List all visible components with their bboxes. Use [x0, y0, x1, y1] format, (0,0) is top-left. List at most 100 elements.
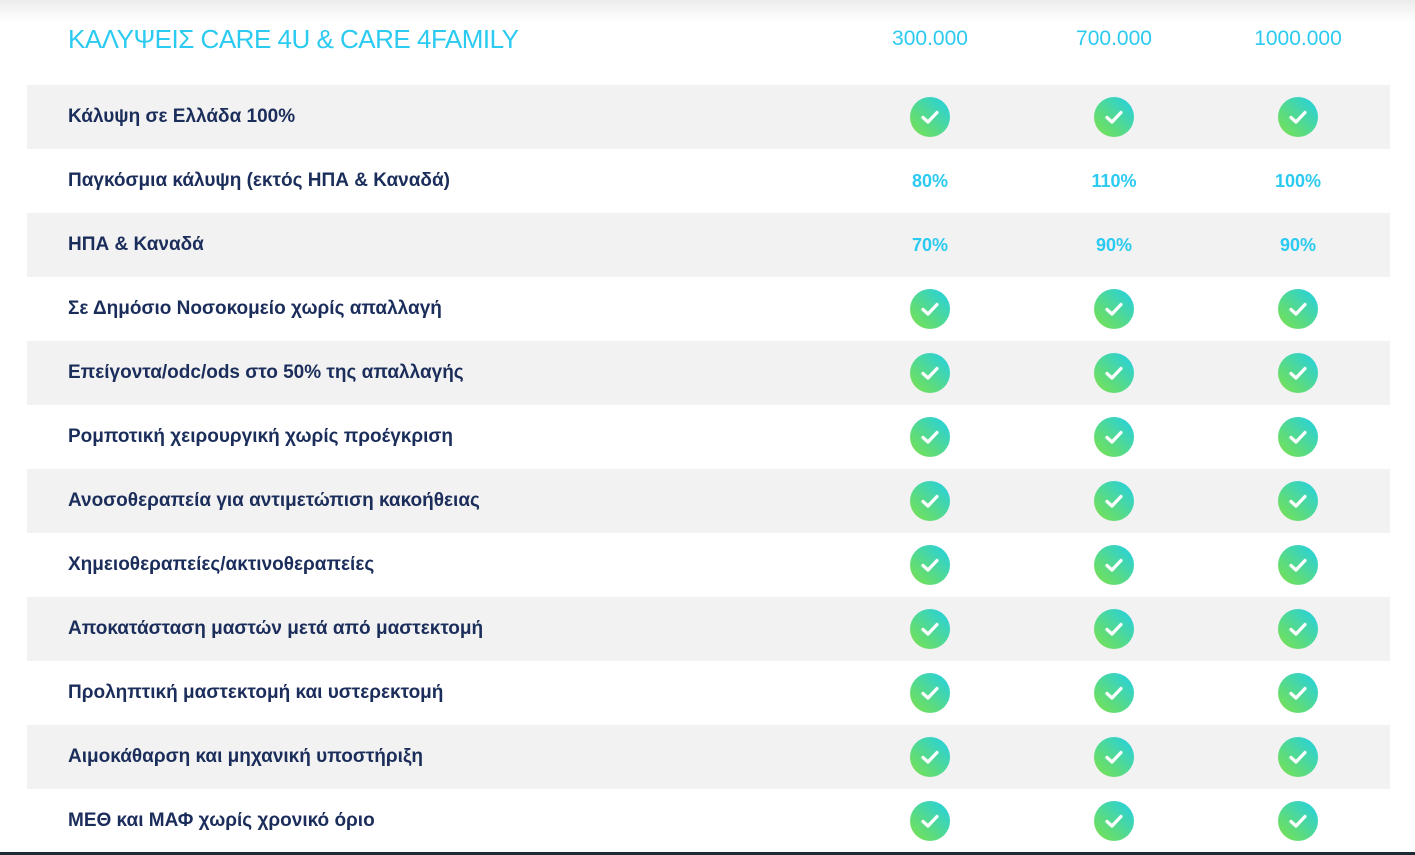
- table-row: Αποκατάσταση μαστών μετά από μαστεκτομή: [27, 597, 1390, 661]
- check-icon: [1278, 417, 1318, 457]
- table-cell: [1034, 85, 1194, 149]
- check-icon: [1094, 673, 1134, 713]
- check-icon: [910, 737, 950, 777]
- percentage-value: 80%: [911, 170, 949, 191]
- table-cell: [1218, 277, 1378, 341]
- percentage-value: 100%: [1274, 170, 1322, 191]
- table-cell: [850, 469, 1010, 533]
- table-cell: [850, 85, 1010, 149]
- table-row: Επείγοντα/odc/ods στο 50% της απαλλαγής: [27, 341, 1390, 405]
- table-row: Προληπτική μαστεκτομή και υστερεκτομή: [27, 661, 1390, 725]
- table-row: Παγκόσμια κάλυψη (εκτός ΗΠΑ & Καναδά) 80%…: [27, 149, 1390, 213]
- check-icon: [1278, 97, 1318, 137]
- table-cell: [1218, 789, 1378, 853]
- table-cell: [850, 405, 1010, 469]
- table-cell: [850, 661, 1010, 725]
- check-icon: [910, 97, 950, 137]
- check-icon: [1094, 417, 1134, 457]
- table-row: Κάλυψη σε Ελλάδα 100%: [27, 85, 1390, 149]
- column-header-700000: 700.000: [1076, 27, 1152, 50]
- row-label: Ανοσοθεραπεία για αντιμετώπιση κακοήθεια…: [68, 490, 480, 511]
- column-header-300000: 300.000: [892, 27, 968, 50]
- table-cell: [850, 533, 1010, 597]
- check-icon: [1094, 609, 1134, 649]
- table-row: ΜΕΘ και ΜΑΦ χωρίς χρονικό όριο: [27, 789, 1390, 853]
- check-icon: [910, 481, 950, 521]
- percentage-value: 90%: [1095, 234, 1133, 255]
- check-icon: [1094, 801, 1134, 841]
- check-icon: [1278, 481, 1318, 521]
- table-cell: [1034, 725, 1194, 789]
- check-icon: [910, 545, 950, 585]
- table-cell: [1034, 789, 1194, 853]
- check-icon: [1094, 737, 1134, 777]
- row-label: Ρομποτική χειρουργική χωρίς προέγκριση: [68, 426, 454, 447]
- table-cell: [1034, 533, 1194, 597]
- table-row: Αιμοκάθαρση και μηχανική υποστήριξη: [27, 725, 1390, 789]
- table-row: Ρομποτική χειρουργική χωρίς προέγκριση: [27, 405, 1390, 469]
- check-icon: [910, 801, 950, 841]
- check-icon: [1278, 801, 1318, 841]
- check-icon: [1278, 737, 1318, 777]
- table-cell: 100%: [1218, 149, 1378, 213]
- row-label: Χημειοθεραπείες/ακτινοθεραπείες: [68, 554, 375, 575]
- check-icon: [1094, 545, 1134, 585]
- table-cell: [1034, 661, 1194, 725]
- table-cell: [1034, 341, 1194, 405]
- check-icon: [1278, 289, 1318, 329]
- table-cell: 90%: [1034, 213, 1194, 277]
- row-label: Κάλυψη σε Ελλάδα 100%: [68, 106, 296, 127]
- table-cell: [1034, 277, 1194, 341]
- table-row: ΗΠΑ & Καναδά 70% 90% 90%: [27, 213, 1390, 277]
- table-cell: [1218, 725, 1378, 789]
- table-cell: [850, 597, 1010, 661]
- top-shadow: [0, 0, 1415, 22]
- table-cell: [1218, 533, 1378, 597]
- table-cell: 90%: [1218, 213, 1378, 277]
- table-cell: [850, 725, 1010, 789]
- table-row: Χημειοθεραπείες/ακτινοθεραπείες: [27, 533, 1390, 597]
- table-cell: [1218, 469, 1378, 533]
- bottom-bar: [0, 852, 1415, 855]
- table-cell: [850, 789, 1010, 853]
- check-icon: [1094, 97, 1134, 137]
- row-label: ΗΠΑ & Καναδά: [68, 234, 204, 255]
- table-row: Σε Δημόσιο Νοσοκομείο χωρίς απαλλαγή: [27, 277, 1390, 341]
- table-cell: [1218, 597, 1378, 661]
- table-header: ΚΑΛΥΨΕΙΣ CARE 4U & CARE 4FAMILY 300.000 …: [27, 0, 1390, 85]
- check-icon: [1278, 609, 1318, 649]
- check-icon: [910, 289, 950, 329]
- percentage-value: 110%: [1091, 170, 1137, 191]
- check-icon: [910, 609, 950, 649]
- table-cell: 80%: [850, 149, 1010, 213]
- table-cell: [1034, 469, 1194, 533]
- row-label: Αποκατάσταση μαστών μετά από μαστεκτομή: [68, 618, 484, 639]
- table-cell: [1218, 405, 1378, 469]
- table-cell: 110%: [1034, 149, 1194, 213]
- table-cell: [850, 277, 1010, 341]
- check-icon: [910, 353, 950, 393]
- table-cell: 70%: [850, 213, 1010, 277]
- table-cell: [1218, 341, 1378, 405]
- row-label: Προληπτική μαστεκτομή και υστερεκτομή: [68, 682, 444, 703]
- check-icon: [1278, 353, 1318, 393]
- coverage-table: Κάλυψη σε Ελλάδα 100% Παγκόσμια κάλυψη (ε…: [27, 85, 1390, 853]
- row-label: Επείγοντα/odc/ods στο 50% της απαλλαγής: [68, 362, 464, 383]
- check-icon: [1278, 545, 1318, 585]
- check-icon: [910, 417, 950, 457]
- check-icon: [910, 673, 950, 713]
- percentage-value: 90%: [1279, 234, 1317, 255]
- table-row: Ανοσοθεραπεία για αντιμετώπιση κακοήθεια…: [27, 469, 1390, 533]
- table-cell: [1218, 85, 1378, 149]
- table-cell: [1218, 661, 1378, 725]
- page-title: ΚΑΛΥΨΕΙΣ CARE 4U & CARE 4FAMILY: [68, 24, 519, 54]
- check-icon: [1278, 673, 1318, 713]
- column-header-1000000: 1000.000: [1254, 27, 1342, 50]
- check-icon: [1094, 481, 1134, 521]
- row-label: Αιμοκάθαρση και μηχανική υποστήριξη: [68, 746, 424, 767]
- table-cell: [850, 341, 1010, 405]
- row-label: Σε Δημόσιο Νοσοκομείο χωρίς απαλλαγή: [68, 298, 442, 319]
- table-cell: [1034, 405, 1194, 469]
- percentage-value: 70%: [911, 234, 949, 255]
- row-label: Παγκόσμια κάλυψη (εκτός ΗΠΑ & Καναδά): [68, 170, 450, 191]
